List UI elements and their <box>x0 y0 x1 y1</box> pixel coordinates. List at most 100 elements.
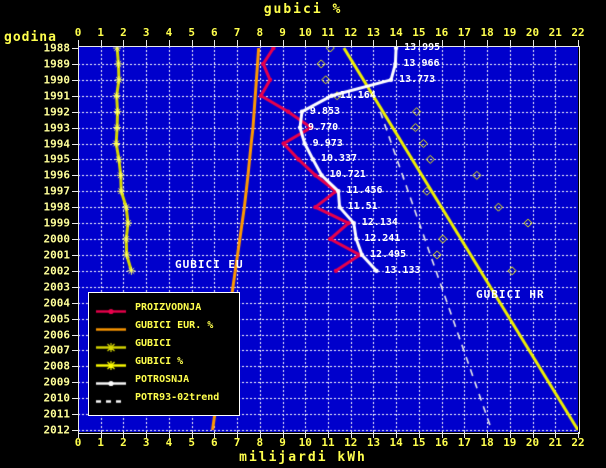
legend-item-gubici[interactable]: GUBICI % <box>95 353 184 371</box>
legend-item-potrosnja[interactable]: POTROSNJA <box>95 371 190 389</box>
y-axis-tickmark <box>72 382 79 384</box>
x-axis-tickmark <box>396 432 398 438</box>
gubici-eu-annotation: GUBICI EU <box>175 258 244 271</box>
y-axis-tick-label: 2003 <box>43 280 71 294</box>
x-axis-tick-label: 16 <box>435 436 449 449</box>
chart-title-bottom: milijardi kWh <box>239 450 367 465</box>
legend-label: POTROSNJA <box>135 374 190 385</box>
y-axis-tick-label: 1994 <box>43 137 71 150</box>
x-axis-tick-label: 4 <box>165 26 173 39</box>
y-axis-tick-label: 2006 <box>43 328 71 341</box>
x-axis-tickmark <box>100 40 102 46</box>
x-axis-tickmark <box>305 432 307 438</box>
legend-label: GUBICI <box>135 338 172 349</box>
x-axis-tick-label: 2 <box>120 436 127 449</box>
y-axis-tickmark <box>72 398 79 400</box>
y-axis-tick-label: 1995 <box>43 152 71 166</box>
x-axis-tick-label: 11 <box>321 26 335 39</box>
x-axis-tick-label: 19 <box>503 26 517 39</box>
legend-item-gubici[interactable]: GUBICI <box>95 335 172 353</box>
x-axis-tickmark <box>396 40 398 46</box>
legend-item-proizvodnja[interactable]: PROIZVODNJA <box>95 299 201 317</box>
x-axis-tick-label: 18 <box>480 436 494 449</box>
x-axis-tickmark <box>78 432 79 438</box>
x-axis-tickmark <box>78 40 79 46</box>
x-axis-tick-label: 13 <box>366 436 381 449</box>
x-axis-tick-label: 1 <box>97 26 105 39</box>
x-axis-tickmark <box>418 40 420 46</box>
x-axis-tickmark <box>237 40 239 46</box>
y-axis-tick-label: 1989 <box>43 57 71 71</box>
y-axis-tick-label: 1998 <box>43 200 71 214</box>
x-axis-tickmark <box>259 432 261 438</box>
x-axis-tick-label: 6 <box>211 26 218 39</box>
x-axis-tick-label: 13 <box>366 26 381 39</box>
data-point-label: 11.51 <box>347 201 378 213</box>
y-axis-tickmark <box>72 159 79 161</box>
x-axis-tick-label: 22 <box>571 436 585 449</box>
x-axis-tickmark <box>123 40 125 46</box>
y-axis-tick-label: 1999 <box>43 216 71 230</box>
y-axis-tick-label: 1990 <box>43 73 71 87</box>
y-axis-tickmark <box>72 366 79 368</box>
y-axis-tick-label: 2011 <box>43 407 71 421</box>
data-point-label: 12.241 <box>364 233 401 244</box>
x-axis-tickmark <box>214 40 216 46</box>
x-axis-tick-label: 7 <box>233 26 241 39</box>
x-axis-tick-label: 16 <box>435 26 449 39</box>
y-axis-tickmark <box>72 95 79 97</box>
x-axis-tick-label: 5 <box>188 26 195 39</box>
data-point-label: 12.134 <box>361 217 398 229</box>
y-axis-tickmark <box>72 48 79 49</box>
data-point-label: 9.973 <box>312 137 343 149</box>
y-axis-tickmark <box>72 270 79 272</box>
x-axis-tickmark <box>532 432 534 438</box>
x-axis-tick-label: 2 <box>120 26 127 39</box>
data-point-label: 12.495 <box>369 248 407 260</box>
x-axis-tick-label: 18 <box>480 26 494 39</box>
x-axis-tick-label: 8 <box>256 26 264 39</box>
x-axis-tick-label: 3 <box>142 26 150 39</box>
x-axis-tickmark <box>282 40 284 46</box>
x-axis-tick-label: 14 <box>389 26 403 39</box>
y-axis-tick-label: 2000 <box>43 232 71 246</box>
y-axis-tickmark <box>72 175 79 177</box>
chart-legend[interactable]: PROIZVODNJA GUBICI EUR. % GUBICI GUBICI % PO… <box>88 292 240 416</box>
legend-item-potr93-02trend[interactable]: POTR93-02trend <box>95 389 220 407</box>
x-axis-tick-label: 7 <box>233 436 241 449</box>
y-axis-tickmark <box>72 127 79 129</box>
x-axis-tickmark <box>168 40 170 46</box>
y-axis-tickmark <box>72 430 79 431</box>
y-axis-tick-label: 1993 <box>43 121 71 135</box>
y-axis-tick-label: 2012 <box>43 423 71 437</box>
x-axis-tickmark <box>146 432 148 438</box>
x-axis-tickmark <box>487 40 489 46</box>
x-axis-tickmark <box>123 432 125 438</box>
y-axis-tickmark <box>72 143 79 145</box>
data-point-label: 10.337 <box>320 153 358 165</box>
x-axis-tickmark <box>328 432 329 438</box>
x-axis-tick-label: 15 <box>412 26 426 39</box>
y-axis-tickmark <box>72 286 79 288</box>
legend-label: POTR93-02trend <box>135 392 220 403</box>
legend-item-gubici-eur[interactable]: GUBICI EUR. % <box>95 317 213 335</box>
y-axis-tickmark <box>72 191 79 193</box>
x-axis-tick-label: 21 <box>548 436 562 449</box>
x-axis-tickmark <box>100 432 102 438</box>
x-axis-tickmark <box>146 40 148 46</box>
legend-label: GUBICI % <box>135 356 184 367</box>
x-axis-tick-label: 0 <box>74 26 82 39</box>
y-axis-tick-label: 2002 <box>43 264 71 278</box>
y-axis-tickmark <box>72 318 79 320</box>
y-axis-tick-label: 1991 <box>43 89 71 103</box>
x-axis-tickmark <box>168 432 170 438</box>
data-point-label: 10.721 <box>329 169 366 181</box>
x-axis-tickmark <box>509 432 511 438</box>
x-axis-tick-label: 6 <box>211 436 218 449</box>
x-axis-tick-label: 8 <box>256 436 264 449</box>
data-point-label: 13.773 <box>399 73 436 85</box>
x-axis-tick-label: 3 <box>142 436 150 449</box>
x-axis-tickmark <box>282 432 284 438</box>
x-axis-tick-label: 5 <box>188 436 195 449</box>
x-axis-tick-label: 21 <box>548 26 562 39</box>
